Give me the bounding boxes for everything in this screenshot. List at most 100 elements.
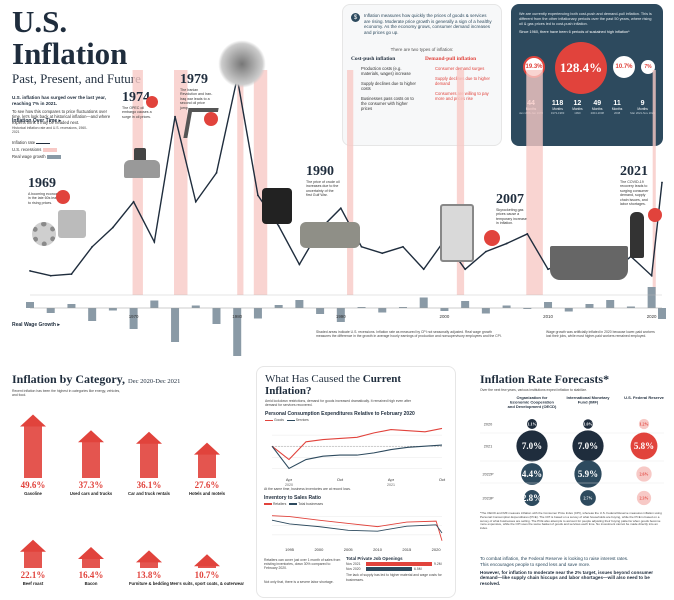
pce-legend: Goods Services [265,418,447,422]
info-icon: $ [351,13,360,22]
forecast-note: Over the next few years, various institu… [480,388,588,392]
forecast-value: 1.1% [528,422,537,427]
dark-panel-text: We are currently experiencing both cost-… [519,12,652,26]
closing-text: To combat inflation, the Federal Reserve… [480,556,654,587]
oil-barrel-icon [262,188,292,224]
wage-bar [544,302,553,308]
category-value: 27.6% [195,480,220,490]
category-arrow-head [20,414,46,427]
inflation-point [215,171,218,174]
header: U.S. Inflation Past, Present, and Future… [12,6,162,125]
wage-bar [46,308,55,313]
inventory-note: Retailers can cover just over 1 month of… [264,558,341,571]
category-value: 37.3% [79,480,104,490]
wage-bar [88,308,97,321]
category-bar [24,424,42,478]
inventory-title: Inventory to Sales Ratio [264,495,321,501]
wage-note: Wage growth was artificially inflated in… [546,330,655,339]
category-arrow-head [78,547,104,560]
category-label: Gasoline [24,491,42,496]
wage-bar [502,305,511,308]
forecast-row-year: 2020 [484,423,492,427]
forecast-circle [638,418,650,430]
inflation-point [49,274,52,277]
shopper-icon [630,212,644,258]
stat: 49 Months 2004-2008 [590,100,604,116]
highlight-dot [146,96,158,108]
category-label: Bacon [85,581,98,586]
forecast-circle [580,490,596,506]
forecast-value: 4.4% [522,469,542,479]
stat: 12 Months 1990 [572,100,583,116]
wage-bar [336,308,345,322]
gear-icon [32,222,56,246]
stat: 118 Months 1973-1983 [550,100,565,116]
forecast-value: 1.2% [640,422,649,427]
types-title: There are two types of inflation: [390,47,454,53]
wage-bar [461,301,470,308]
category-value: 36.1% [137,480,162,490]
x-tick-label: 1980 [232,314,242,319]
cost-push-column: Cost-push inflation Production costs (e.… [351,56,419,111]
recession-band [347,70,354,295]
inflation-point [381,252,384,255]
period-circle-large: 128.4% [555,42,607,95]
inventory-x-tick: 2000 [314,547,324,552]
inventory-x-tick: 2015 [402,547,412,552]
category-value: 16.4% [79,570,104,580]
inflation-point [505,242,508,245]
stat: 11 Months 2008 [611,100,623,116]
wage-bar [564,308,573,312]
wage-bar [274,305,283,308]
stat: 9 Months Mar 2021-Nov 2021 [630,100,655,116]
forecast-value: 7.0% [578,441,598,451]
forecast-circle [574,460,602,488]
pce-line-chart: Apr Oct Apr Oct 2020 2021 [271,427,446,486]
forecast-column-header: U.S. Federal Reserve [624,395,665,400]
wage-bar [419,297,428,308]
forecast-circle [516,430,548,462]
cost-push-title: Cost-push inflation [351,56,396,63]
info-panel: $ Inflation measures how quickly the pri… [342,4,502,146]
forecast-circle [583,419,593,429]
recession-band [253,70,268,295]
event-1974: 1974 The OPEC oil embargo causes a surge … [122,90,152,119]
inflation-point [132,200,135,203]
legend-item: Inflation rate [12,140,92,145]
current-title: What Has Caused the Current Inflation? [265,373,402,397]
category-bar [140,441,158,478]
current-panel: What Has Caused the Current Inflation? A… [256,366,456,598]
wage-label: Real Wage Growth ▸ [12,322,60,328]
category-title: Inflation by Category, Dec 2020-Dec 2021 [12,372,181,386]
inventory-line-chart: 1995 2000 2005 2010 2015 2020 [271,515,443,552]
recession-band [237,70,244,295]
event-1969: 1969 A booming economy in the late 60s le… [28,176,61,205]
wage-bar [108,308,117,311]
forecast-row-year: 2021 [484,445,492,449]
forecast-value: 7.0% [522,441,542,451]
forecast-footnote: *The OECD and IMF measure inflation with… [480,511,662,531]
inflation-point [111,226,114,229]
pce-x-tick: Apr [388,477,395,482]
inflation-point [526,233,529,235]
inventory-x-tick: 2020 [432,547,442,552]
legend-title: Inflation Over Time ▸ [12,118,62,124]
wage-bar [398,307,407,308]
inflation-point [70,273,73,276]
legend-note: Historical inflation rate and U.S. reces… [12,126,88,135]
wage-bar [26,302,34,308]
forecast-circle [572,430,604,462]
forecast-circle [636,490,652,506]
wage-bar [233,308,242,356]
event-2021: 2021 The COVID-19 recovery leads to surgi… [620,164,649,207]
category-label: Furniture & bedding [129,581,169,586]
factory-icon [58,210,86,238]
inflation-point [29,269,31,272]
recession-note: Shaded areas indicate U.S. recessions. I… [316,330,502,339]
wage-bar [647,287,656,308]
category-arrow-head [136,431,162,444]
forecast-value: 2.8% [522,493,542,503]
inflation-point [661,181,663,184]
wage-bar [253,308,262,319]
forecast-row-year: 2022P [483,473,494,477]
